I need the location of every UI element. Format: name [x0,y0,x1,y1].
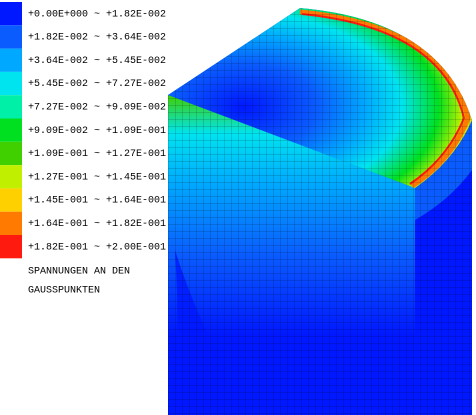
legend-swatch [0,25,22,49]
legend-label: +1.64E-001 ~ +1.82E-001 [28,219,166,230]
legend-swatch [0,71,22,96]
legend-swatch [0,118,22,142]
fem-model [168,8,472,415]
legend-label: +1.82E-001 ~ +2.00E-001 [28,242,166,253]
legend-label: +7.27E-002 ~ +9.09E-002 [28,102,166,113]
legend-swatch [0,141,22,166]
legend-label: +3.64E-002 ~ +5.45E-002 [28,56,166,67]
legend: +0.00E+000 ~ +1.82E-002 +1.82E-002 ~ +3.6… [0,2,166,259]
caption-line: GAUSSPUNKTEN [28,286,100,297]
legend-label: +1.09E-001 ~ +1.27E-001 [28,149,166,160]
legend-swatch [0,95,22,119]
legend-label: +1.45E-001 ~ +1.64E-001 [28,196,166,207]
legend-swatch [0,165,22,189]
legend-label: +5.45E-002 ~ +7.27E-002 [28,79,166,90]
legend-label: +0.00E+000 ~ +1.82E-002 [28,9,166,20]
legend-swatch [0,2,22,26]
legend-label: +1.27E-001 ~ +1.45E-001 [28,172,166,183]
legend-swatch [0,48,22,72]
legend-swatch [0,188,22,212]
legend-swatch [0,235,22,259]
legend-label: +9.09E-002 ~ +1.09E-001 [28,126,166,137]
caption-line: SPANNUNGEN AN DEN [28,267,130,278]
legend-label: +1.82E-002 ~ +3.64E-002 [28,33,166,44]
legend-swatch [0,211,22,235]
